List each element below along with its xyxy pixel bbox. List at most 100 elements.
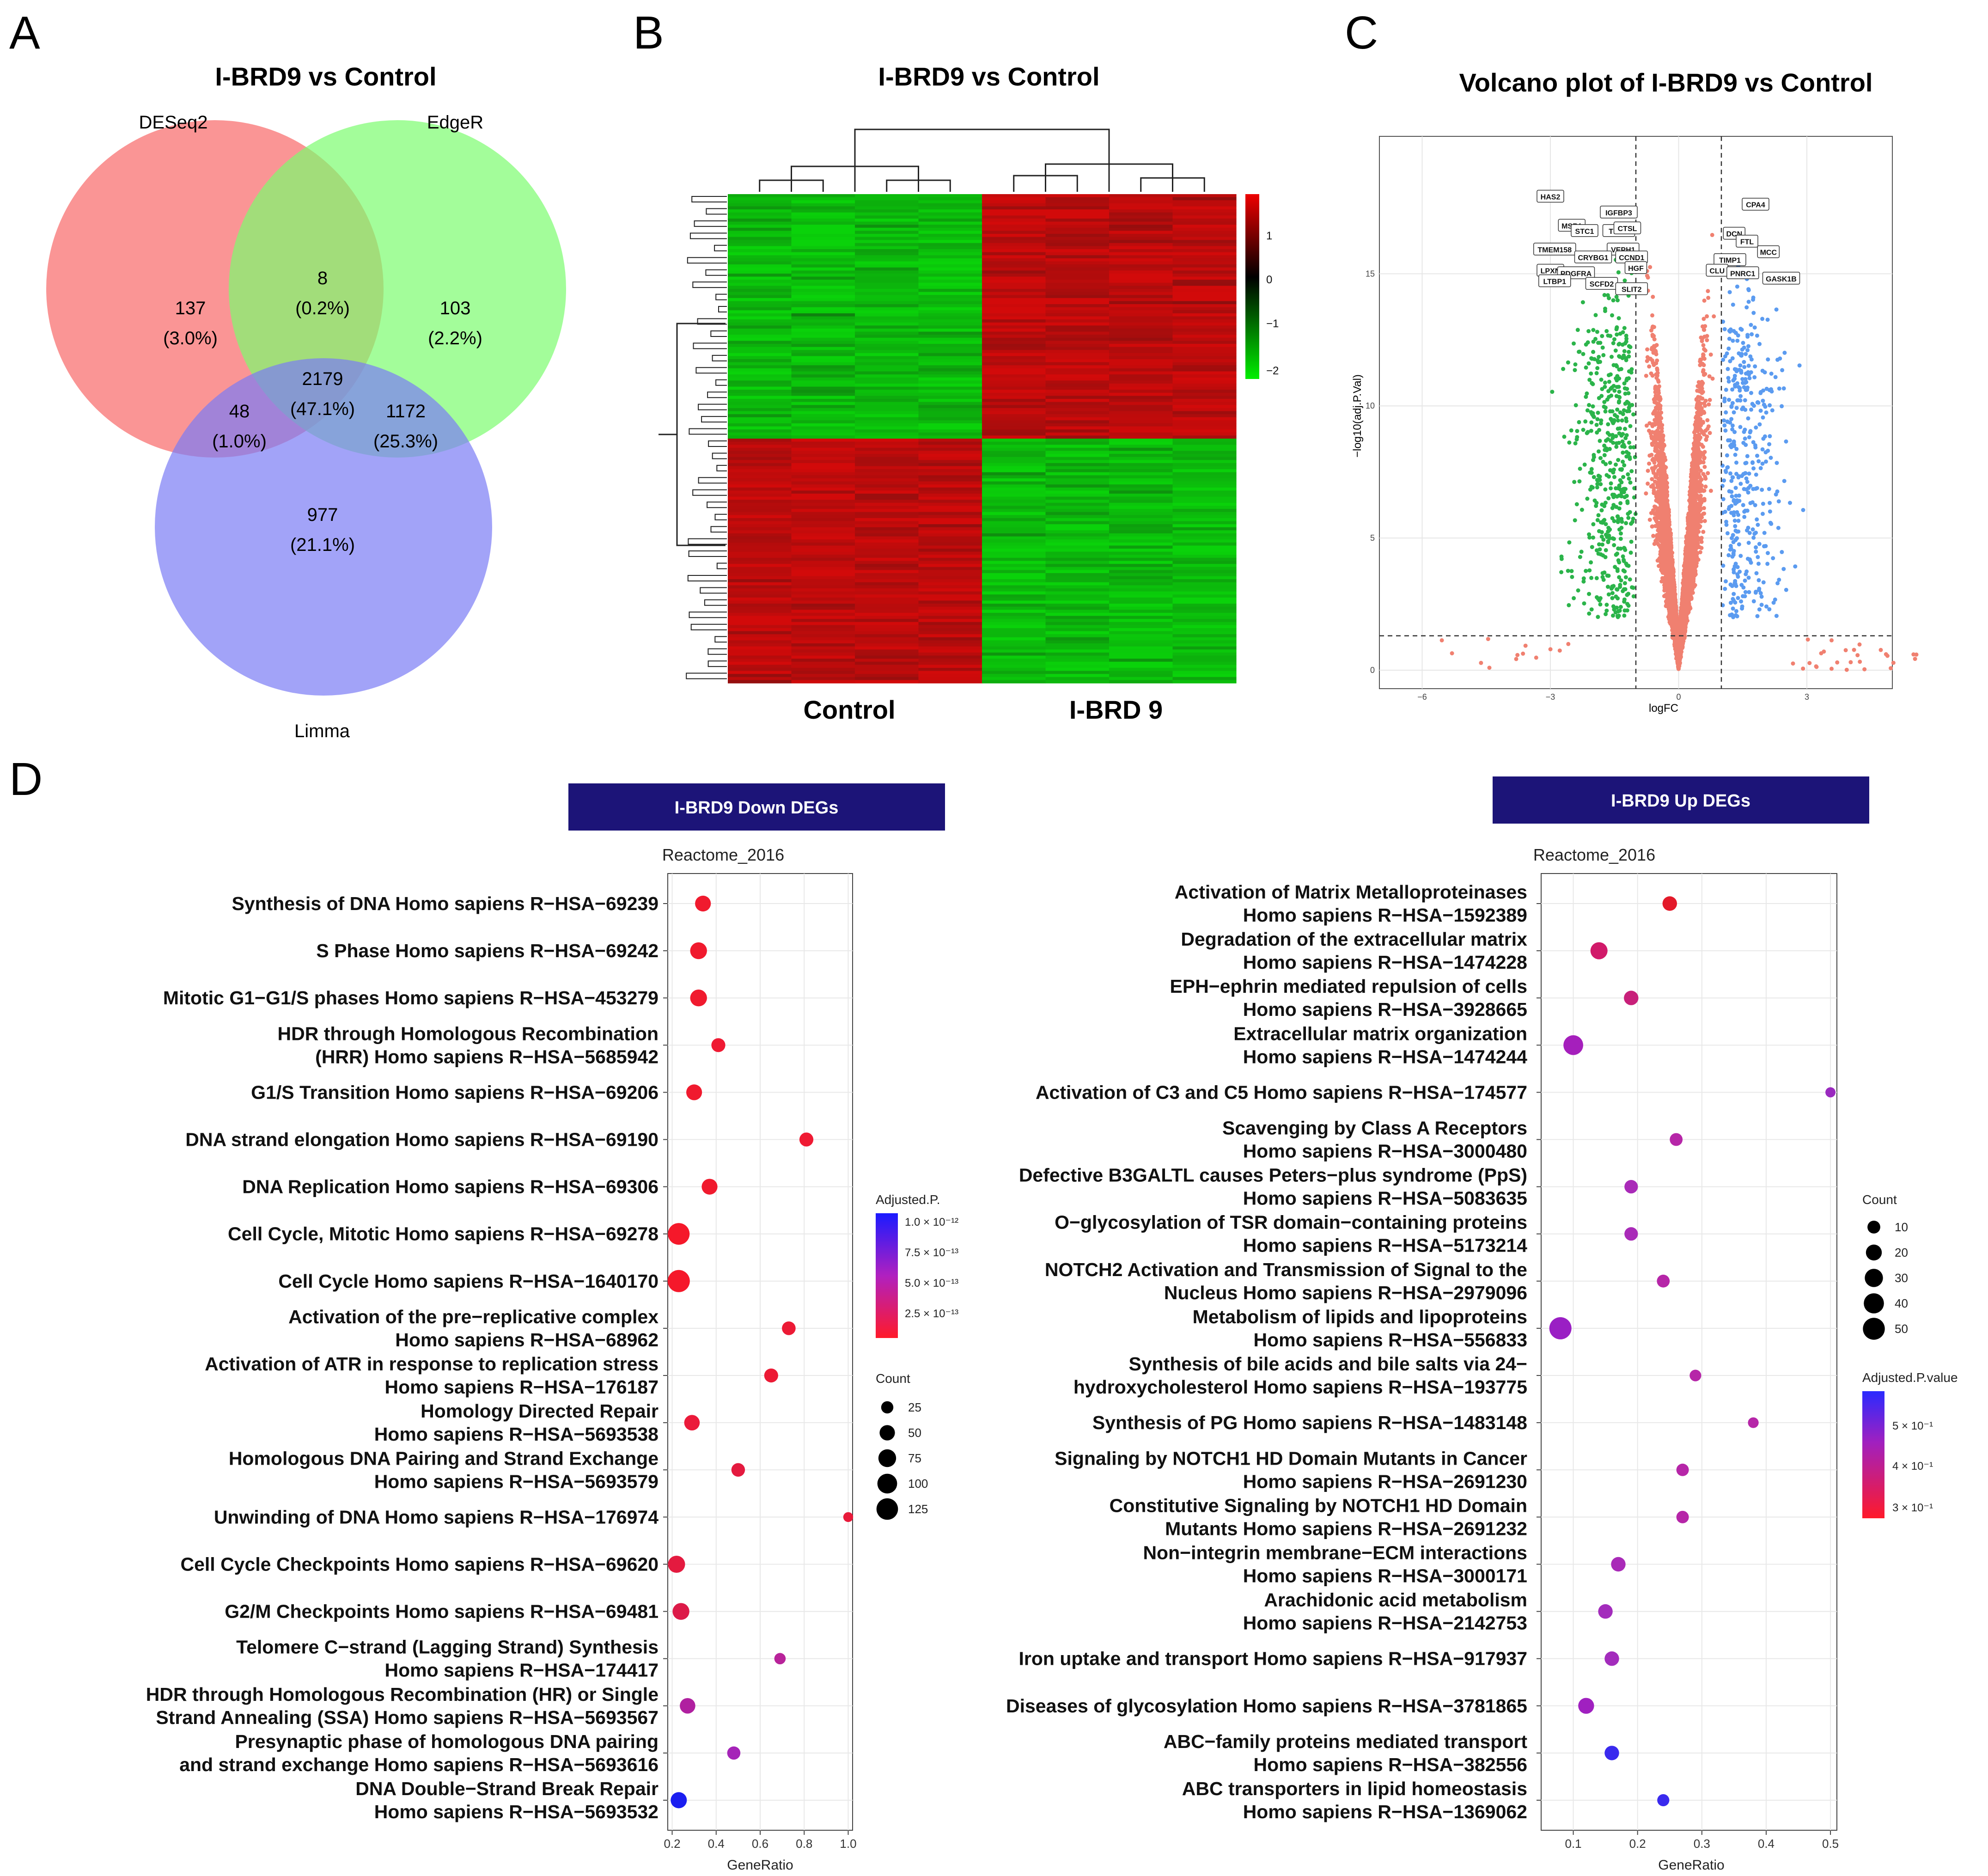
heatmap-cell [918,399,982,403]
dendrogram-branch [707,501,727,508]
dendrogram-branch [687,257,727,264]
heatmap-cell [728,240,792,244]
heatmap-cell [982,240,1046,244]
heatmap-cell [982,335,1046,338]
heatmap-cell [1109,423,1173,427]
heatmap-cell [1045,197,1110,201]
heatmap-cell [855,447,919,452]
volcano-point [1708,489,1713,493]
heatmap-cell [791,386,855,390]
heatmap-cell [791,677,855,680]
heatmap-cell [728,466,792,470]
heatmap-cell [1172,209,1237,213]
heatmap-cell [1109,307,1173,311]
heatmap-cell [855,402,919,405]
heatmap-cell [728,328,792,332]
heatmap-cell [1109,206,1173,210]
heatmap-cell [982,478,1046,482]
dendrogram-branch [700,587,727,594]
heatmap-cell [1172,643,1237,647]
heatmap-cell [918,533,982,537]
heatmap-cell [918,371,982,375]
heatmap-cell [855,322,919,326]
heatmap-cell [1045,622,1110,625]
volcano-point [1707,402,1711,407]
heatmap-cell [855,423,919,427]
heatmap-cell [728,515,792,519]
heatmap-cell [728,604,792,607]
heatmap-cell [1172,383,1237,387]
heatmap-cell [728,258,792,262]
heatmap-cell [982,564,1046,568]
heatmap-cell [1172,365,1237,369]
heatmap-cell [1109,494,1173,497]
heatmap-cell [791,475,855,479]
heatmap-cell [982,200,1046,204]
heatmap-cell [982,286,1046,289]
heatmap-cell [791,383,855,387]
heatmap-cell [728,549,792,552]
heatmap-cell [982,402,1046,405]
heatmap-cell [791,625,855,629]
heatmap-cell [1172,561,1237,564]
heatmap-cell [982,255,1046,259]
heatmap-cell [982,420,1046,424]
heatmap-cell [855,365,919,369]
heatmap-cell [1045,659,1110,662]
heatmap-cell [1109,441,1173,445]
heatmap-cell [1109,319,1173,323]
heatmap-cell [1109,677,1173,680]
heatmap-cell [982,258,1046,262]
heatmap-cell [728,521,792,525]
dendrogram-branch [692,281,727,288]
heatmap-cell [791,233,855,238]
heatmap-cell [1172,500,1237,503]
heatmap-cell [918,445,982,448]
heatmap-cell [982,298,1046,302]
heatmap-cell [918,218,982,222]
heatmap-cell [918,469,982,473]
heatmap-cell [1045,576,1110,580]
heatmap-cell [791,612,855,617]
heatmap-cell [1109,386,1173,390]
heatmap-cell [918,549,982,552]
heatmap-cell [1045,564,1110,568]
heatmap-cell [1109,515,1173,519]
heatmap-cell [1109,506,1173,509]
heatmap-cell [1109,557,1173,562]
heatmap-cell [791,313,855,317]
heatmap-cell [791,252,855,256]
heatmap-cell [1109,243,1173,247]
heatmap-cell [1172,255,1237,259]
heatmap-cell [855,200,919,204]
venn-pct-deseq2-only: (3.0%) [163,328,218,348]
heatmap-cell [1045,478,1110,482]
venn-title: I-BRD9 vs Control [215,62,436,91]
heatmap-cell [791,392,855,397]
heatmap-cell [855,356,919,360]
heatmap-cell [855,445,919,448]
heatmap-cell [728,231,792,234]
heatmap-cell [1172,304,1237,308]
heatmap-cell [982,209,1046,213]
heatmap-cell [918,466,982,470]
heatmap-cell [1172,631,1237,635]
heatmap-cell [1045,582,1110,586]
heatmap-cell [728,270,792,274]
heatmap-cell [791,567,855,570]
volcano-point [1702,519,1707,523]
heatmap-cell [791,298,855,302]
heatmap-cell [1045,570,1110,574]
heatmap-cell [1109,582,1173,586]
heatmap-cell [728,197,792,201]
heatmap-cell [918,649,982,653]
heatmap-cell [982,466,1046,470]
heatmap-cell [1045,295,1110,299]
heatmap-cell [728,509,792,513]
heatmap-cell [1172,463,1237,467]
venn-pct-deseq2-edger: (0.2%) [295,298,350,318]
heatmap-cell [1172,432,1237,436]
heatmap-cell [728,206,792,210]
heatmap-cell [791,549,855,552]
heatmap-cell [728,631,792,635]
